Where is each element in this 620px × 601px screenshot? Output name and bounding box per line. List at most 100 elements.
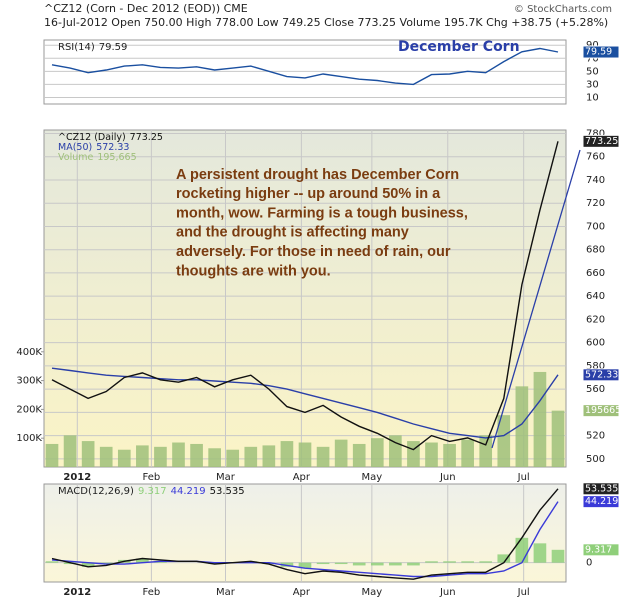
x-tick-label: Mar: [216, 587, 236, 598]
x-tick-label: May: [362, 587, 383, 598]
legend-value: 773.25: [130, 132, 163, 143]
bar: [389, 562, 402, 566]
series-line: [51, 47, 559, 86]
x-tick-label: Apr: [293, 472, 311, 483]
bar: [352, 443, 366, 467]
y-tick-label: 50: [586, 66, 599, 77]
bar: [99, 562, 113, 565]
bar: [443, 561, 456, 563]
bar: [515, 537, 529, 563]
value-box-label: 44.219: [585, 496, 618, 507]
y-tick-label: 680: [586, 245, 605, 256]
bar: [316, 562, 330, 565]
y-tick-label: 620: [586, 314, 605, 325]
legend-entry: ^CZ12 (Daily) 773.25: [58, 132, 163, 143]
legend-name: ^CZ12 (Daily): [58, 132, 126, 143]
macd-panel: [43, 483, 567, 583]
y-tick-label: 700: [586, 221, 605, 232]
annotation-line: thoughts are with you.: [176, 263, 331, 279]
series-line: [51, 501, 559, 578]
credit: © StockCharts.com: [514, 4, 612, 15]
y-tick-label: 760: [586, 152, 605, 163]
bar: [425, 442, 438, 467]
y-tick-label: 640: [586, 291, 605, 302]
value-box: [582, 543, 620, 557]
legend: RSI(14) 79.59: [58, 42, 127, 53]
y-tick-label: 0: [586, 558, 592, 569]
x-tick-label: Jun: [439, 472, 456, 483]
bar: [533, 543, 547, 563]
annotation-line: rocketing higher -- up around 50% in a: [176, 186, 441, 202]
value-box-label: 195665: [585, 405, 620, 416]
bar: [262, 445, 276, 467]
y-tick-label: 580: [586, 361, 605, 372]
bar: [479, 561, 493, 563]
legend-value: 44.219: [171, 486, 206, 497]
y2-tick-label: 100K: [16, 433, 42, 444]
bar: [117, 449, 131, 467]
bar: [461, 439, 474, 467]
bar: [99, 446, 113, 467]
bar: [190, 443, 203, 467]
x-tick-label: 2012: [63, 587, 91, 598]
bar: [497, 554, 511, 563]
bar: [551, 410, 565, 467]
x-tick-label: Feb: [143, 472, 161, 483]
y-tick-label: 30: [586, 79, 599, 90]
bar: [226, 449, 240, 467]
bar: [461, 561, 474, 563]
legend-value: 195,665: [97, 152, 136, 163]
annotation: December Corn: [398, 39, 520, 55]
bar: [407, 562, 420, 566]
value-box: [582, 404, 620, 418]
value-box-label: 79.59: [585, 47, 612, 58]
value-box: [582, 495, 620, 509]
bar: [298, 562, 312, 569]
value-box: [582, 368, 620, 382]
value-box: [582, 45, 620, 59]
legend-entry: Volume 195,665: [58, 152, 137, 163]
y-tick-label: 500: [586, 454, 605, 465]
bar: [334, 439, 348, 467]
bar: [136, 558, 149, 563]
bar: [45, 561, 59, 563]
y2-tick-label: 300K: [16, 376, 42, 387]
value-box-label: 53.535: [585, 483, 618, 494]
legend-entry: MA(50) 572.33: [58, 142, 129, 153]
legend: MACD(12,26,9) 9.317 44.219 53.535: [58, 486, 245, 497]
bar: [154, 446, 167, 467]
y-tick-label: 70: [586, 53, 599, 64]
legend-name: MA(50): [58, 142, 92, 153]
y-tick-label: 720: [586, 198, 605, 209]
bar: [81, 562, 95, 567]
y-tick-label: 740: [586, 175, 605, 186]
legend-title: MACD(12,26,9): [58, 486, 134, 497]
annotation-line: month, wow. Farming is a tough business,: [176, 205, 468, 221]
bar: [370, 562, 384, 566]
legend-name: Volume: [58, 152, 93, 163]
value-box-label: 9.317: [585, 544, 612, 555]
y-tick-label: 520: [586, 431, 605, 442]
y-tick-label: 560: [586, 384, 605, 395]
x-tick-label: Feb: [143, 587, 161, 598]
quote: 16-Jul-2012 Open 750.00 High 778.00 Low …: [44, 16, 608, 29]
bar: [370, 438, 384, 467]
bar: [407, 441, 420, 467]
bar: [334, 562, 348, 565]
y2-tick-label: 200K: [16, 404, 42, 415]
legend-value: 53.535: [210, 486, 245, 497]
x-tick-label: May: [362, 472, 383, 483]
legend-value: 572.33: [96, 142, 129, 153]
legend-value: 9.317: [138, 486, 167, 497]
trend-line: [491, 149, 581, 449]
bar: [208, 448, 221, 467]
series-line: [51, 488, 559, 580]
series-line: [51, 367, 559, 439]
annotation-line: adversely. For those in need of rain, ou…: [176, 244, 451, 260]
bar: [533, 371, 547, 467]
bar: [172, 442, 185, 467]
chart-title: ^CZ12 (Corn - Dec 2012 (EOD)) CME: [44, 2, 248, 15]
y-tick-label: 600: [586, 338, 605, 349]
x-tick-label: Jul: [517, 472, 530, 483]
